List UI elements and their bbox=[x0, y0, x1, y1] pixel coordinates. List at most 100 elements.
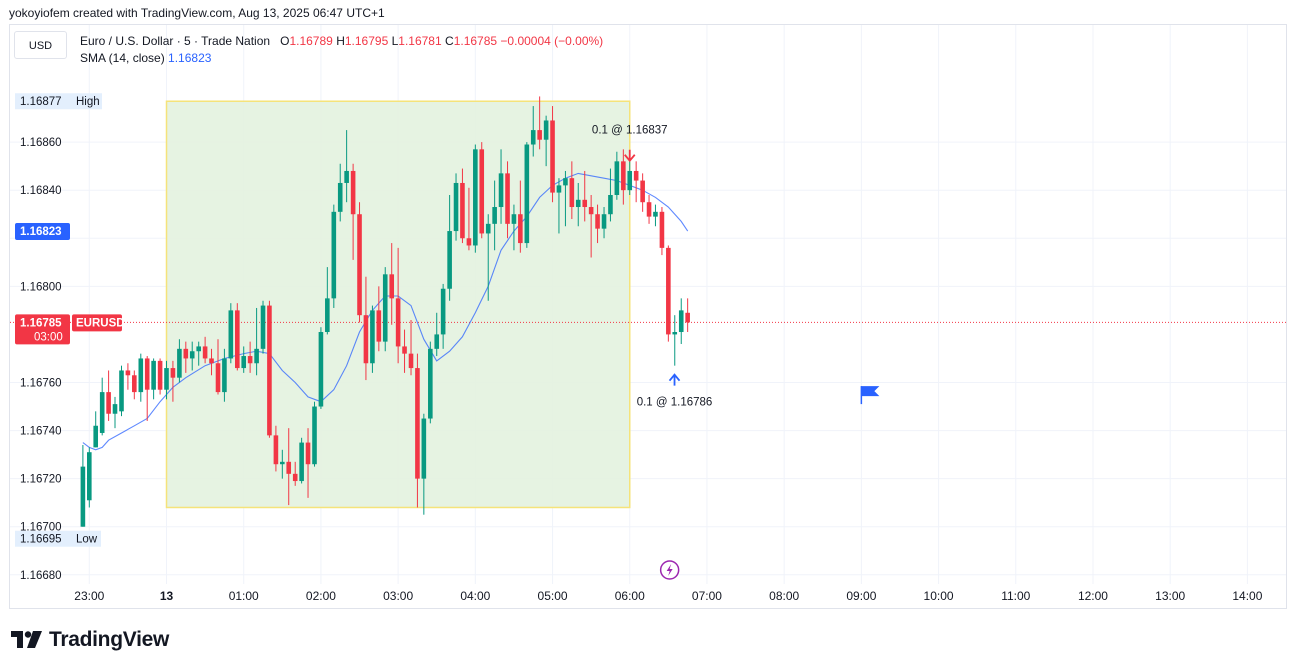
candle bbox=[601, 207, 607, 239]
candle-body bbox=[466, 238, 472, 246]
candle bbox=[518, 180, 523, 253]
countdown-label: 03:00 bbox=[34, 331, 63, 343]
buy-arrow-icon bbox=[668, 373, 681, 386]
candle-body bbox=[312, 406, 317, 465]
candle-body bbox=[447, 231, 452, 289]
candle bbox=[87, 447, 92, 508]
candle-body bbox=[318, 332, 324, 407]
high-marker-price: 1.16877 bbox=[20, 96, 62, 108]
candle-body bbox=[170, 368, 176, 378]
candle bbox=[479, 142, 485, 239]
candle bbox=[132, 370, 137, 400]
candle bbox=[498, 149, 504, 224]
chart-attribution: yokoyiofem created with TradingView.com,… bbox=[9, 6, 385, 20]
tradingview-logo[interactable]: TradingView bbox=[11, 628, 169, 652]
candle bbox=[209, 348, 214, 376]
candle-body bbox=[241, 356, 247, 369]
candle-body bbox=[473, 149, 478, 246]
flag-cloth bbox=[861, 386, 880, 397]
candle-body bbox=[614, 161, 620, 195]
sell-marker: 0.1 @ 1.16837 bbox=[592, 125, 668, 163]
candle-body bbox=[157, 360, 163, 390]
candle bbox=[157, 358, 163, 395]
candle bbox=[99, 377, 105, 436]
sma-price-box bbox=[15, 223, 70, 241]
sma-row[interactable]: SMA (14, close) 1.16823 bbox=[80, 51, 603, 68]
candles-layer bbox=[80, 96, 690, 527]
candle bbox=[183, 341, 189, 373]
tradingview-wordmark: TradingView bbox=[49, 628, 170, 651]
candle bbox=[485, 214, 491, 301]
candle bbox=[241, 346, 247, 373]
sma-label: SMA (14, close) bbox=[80, 51, 165, 65]
candle bbox=[93, 411, 99, 448]
time-tick-label: 01:00 bbox=[229, 589, 259, 603]
candle bbox=[273, 425, 279, 472]
candle-body bbox=[331, 211, 337, 299]
candle bbox=[125, 363, 131, 390]
candle bbox=[569, 161, 575, 220]
candle bbox=[292, 461, 298, 486]
candle bbox=[537, 96, 542, 150]
symbol-description[interactable]: Euro / U.S. Dollar · 5 · Trade Nation bbox=[80, 34, 271, 48]
time-tick-label: 08:00 bbox=[769, 589, 799, 603]
candle bbox=[260, 300, 266, 354]
candle-body bbox=[460, 182, 465, 239]
candle bbox=[106, 370, 111, 421]
last-price-label: 1.16785 bbox=[20, 317, 62, 329]
candle-body bbox=[183, 348, 189, 359]
candle bbox=[164, 360, 169, 400]
candle bbox=[511, 204, 517, 251]
candle bbox=[659, 207, 665, 256]
lightning-icon[interactable] bbox=[659, 560, 680, 580]
time-tick-label: 03:00 bbox=[383, 589, 413, 603]
price-tick-label: 1.16840 bbox=[20, 185, 62, 197]
candle bbox=[312, 401, 317, 467]
candle-body bbox=[608, 194, 613, 215]
candle-body bbox=[228, 310, 234, 359]
currency-button[interactable]: USD bbox=[14, 31, 67, 59]
candle-body bbox=[569, 178, 575, 208]
ohlc-row: Euro / U.S. Dollar · 5 · Trade Nation O1… bbox=[80, 34, 603, 51]
candle bbox=[447, 194, 452, 301]
time-tick-label: 02:00 bbox=[306, 589, 336, 603]
candle-body bbox=[582, 199, 588, 208]
candle bbox=[235, 303, 240, 371]
candle bbox=[254, 307, 259, 376]
candle bbox=[325, 267, 330, 335]
candle bbox=[653, 204, 658, 227]
high-label: H bbox=[336, 34, 345, 48]
time-tick-label: 23:00 bbox=[74, 589, 104, 603]
low-marker-box bbox=[15, 530, 101, 547]
candle-body bbox=[209, 358, 214, 364]
candle bbox=[588, 194, 594, 258]
price-tick-label: 1.16740 bbox=[20, 426, 62, 438]
candle-body bbox=[415, 368, 420, 479]
candle-body bbox=[492, 207, 497, 224]
candle-body bbox=[672, 332, 678, 335]
candle-body bbox=[292, 473, 298, 482]
high-value: 1.16795 bbox=[344, 34, 389, 48]
candle-body bbox=[106, 392, 111, 414]
candle bbox=[621, 149, 626, 205]
candle-body bbox=[505, 173, 510, 224]
candle-body bbox=[254, 348, 259, 364]
low-marker-price: 1.16695 bbox=[20, 534, 62, 546]
candle bbox=[550, 106, 555, 203]
candle bbox=[627, 161, 633, 195]
candle bbox=[646, 194, 652, 224]
candle-body bbox=[575, 199, 581, 208]
candle bbox=[408, 319, 414, 376]
flag-icon bbox=[860, 386, 880, 405]
candle-body bbox=[556, 185, 562, 193]
candle-body bbox=[485, 223, 491, 234]
candle-body bbox=[428, 348, 433, 419]
candle-body bbox=[633, 170, 639, 181]
candle-body bbox=[344, 170, 349, 183]
candle-body bbox=[543, 120, 549, 140]
candle-body bbox=[337, 182, 343, 212]
candle-body bbox=[370, 310, 375, 364]
candle bbox=[666, 245, 671, 342]
buy-marker: 0.1 @ 1.16786 bbox=[637, 373, 712, 409]
